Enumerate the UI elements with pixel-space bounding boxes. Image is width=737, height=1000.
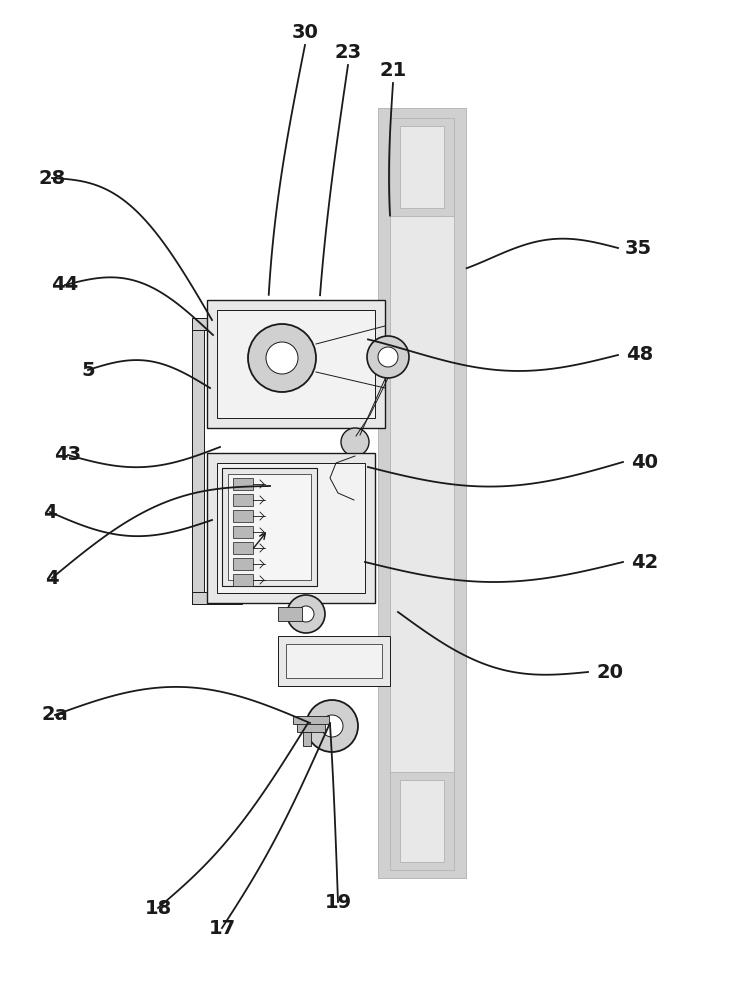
Circle shape xyxy=(321,715,343,737)
Bar xyxy=(390,772,454,870)
Bar xyxy=(293,716,329,724)
Circle shape xyxy=(367,336,409,378)
Text: 20: 20 xyxy=(596,662,624,682)
Text: 44: 44 xyxy=(52,275,79,294)
Bar xyxy=(222,468,317,586)
Circle shape xyxy=(341,428,369,456)
Circle shape xyxy=(378,347,398,367)
Text: 43: 43 xyxy=(55,446,82,464)
Circle shape xyxy=(298,606,314,622)
Bar xyxy=(233,510,253,522)
Bar xyxy=(390,118,454,216)
Text: 4: 4 xyxy=(45,568,59,587)
Text: 42: 42 xyxy=(632,552,659,572)
Bar xyxy=(192,592,242,604)
Bar xyxy=(217,463,365,593)
Bar xyxy=(378,108,466,878)
Bar xyxy=(286,644,382,678)
Text: 30: 30 xyxy=(292,22,318,41)
Bar xyxy=(233,478,253,490)
Bar xyxy=(400,780,444,862)
Bar xyxy=(233,574,253,586)
Bar xyxy=(192,318,242,330)
Circle shape xyxy=(306,700,358,752)
Bar xyxy=(303,732,311,746)
Text: 21: 21 xyxy=(380,60,407,80)
Bar xyxy=(390,118,454,868)
Text: 2a: 2a xyxy=(41,706,69,724)
Circle shape xyxy=(287,595,325,633)
Text: 23: 23 xyxy=(335,42,362,62)
Bar xyxy=(400,126,444,208)
Text: 19: 19 xyxy=(324,892,352,912)
Text: 28: 28 xyxy=(38,168,66,188)
Bar xyxy=(278,607,302,621)
Bar xyxy=(207,453,375,603)
Text: 18: 18 xyxy=(144,898,172,918)
Bar xyxy=(278,636,390,686)
Text: 40: 40 xyxy=(632,452,658,472)
Circle shape xyxy=(266,342,298,374)
Text: 5: 5 xyxy=(81,360,95,379)
Bar xyxy=(233,558,253,570)
Bar xyxy=(228,474,311,580)
Bar xyxy=(297,718,325,732)
Bar xyxy=(207,300,385,428)
Bar xyxy=(233,542,253,554)
Text: 48: 48 xyxy=(626,346,654,364)
Bar xyxy=(233,494,253,506)
Text: 4: 4 xyxy=(43,502,57,522)
Circle shape xyxy=(248,324,316,392)
Text: 17: 17 xyxy=(209,918,236,938)
Bar xyxy=(192,318,204,604)
Text: 35: 35 xyxy=(624,238,652,257)
Bar xyxy=(233,526,253,538)
Bar xyxy=(217,310,375,418)
